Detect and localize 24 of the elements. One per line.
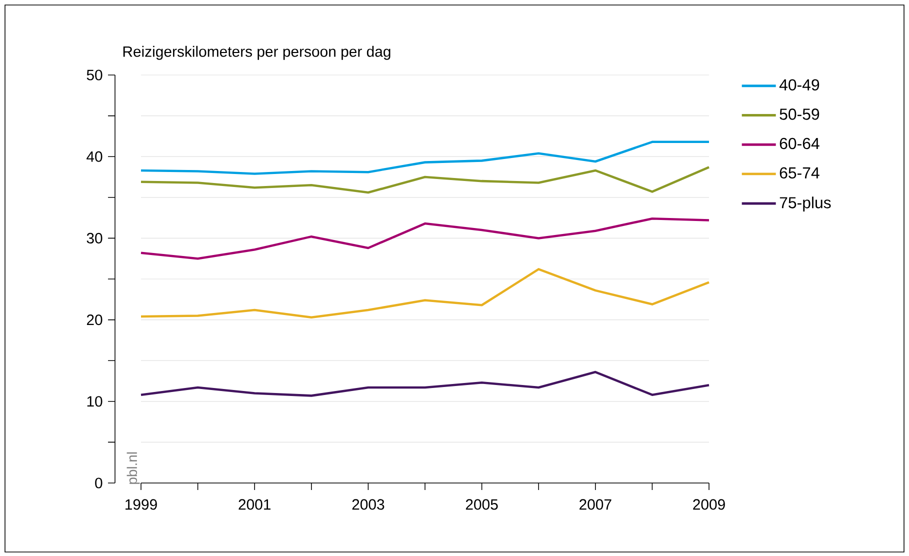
y-tick-label: 50: [86, 70, 102, 80]
y-tick-label: 20: [86, 314, 102, 326]
x-tick-label: 2001: [238, 499, 270, 510]
x-tick-label: 2007: [580, 499, 612, 510]
legend-label: 60-64: [780, 138, 820, 150]
legend-label: 50-59: [780, 108, 820, 120]
line-series: [140, 370, 710, 397]
y-tick-label: 40: [86, 151, 102, 162]
x-tick-label: 2009: [693, 499, 725, 510]
line-series: [140, 140, 710, 175]
y-tick-label: 10: [87, 396, 102, 407]
y-tick-label: 30: [86, 232, 102, 244]
x-tick-label: 1999: [126, 499, 157, 510]
x-tick-label: 2003: [352, 499, 384, 510]
line-series: [140, 166, 710, 194]
line-series: [140, 268, 710, 318]
line-series: [140, 217, 710, 260]
legend-label: 75-plus: [780, 196, 831, 212]
text: pbl.nl: [126, 452, 140, 484]
y-tick-label: 0: [95, 478, 102, 488]
legend-label: 65-74: [780, 167, 820, 179]
x-tick-label: 2005: [466, 499, 498, 510]
y-axis-title: Reizigerskilometers per persoon per dag: [123, 46, 390, 60]
legend-label: 40-49: [779, 79, 820, 90]
